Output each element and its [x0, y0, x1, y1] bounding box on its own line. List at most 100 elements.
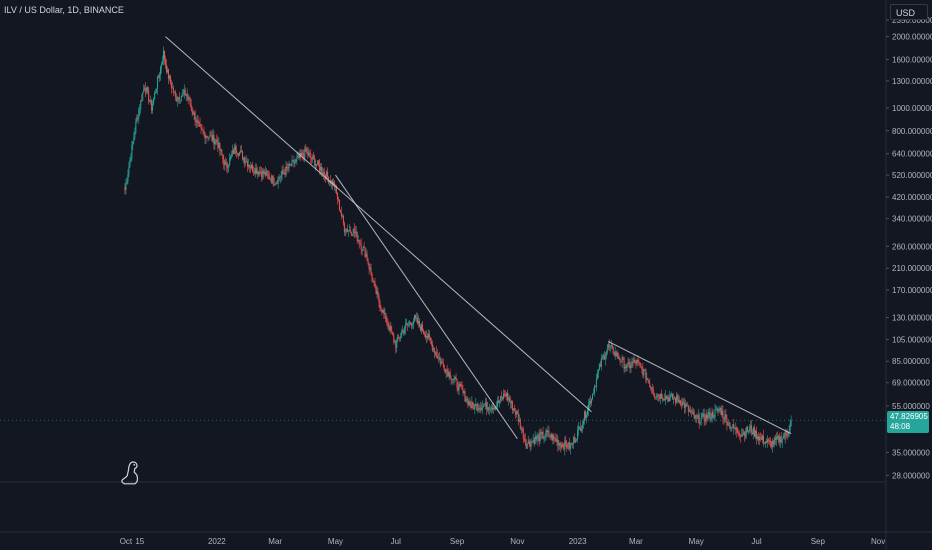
- candle-body: [730, 428, 732, 430]
- candle-body: [217, 142, 219, 149]
- candle: [601, 355, 603, 360]
- candle-body: [532, 439, 534, 442]
- candle-body: [195, 120, 197, 123]
- candle-body: [184, 90, 186, 96]
- candle: [350, 231, 352, 237]
- candle-body: [227, 167, 229, 169]
- candle: [635, 360, 637, 369]
- candle-body: [148, 90, 150, 102]
- candle-body: [145, 87, 147, 93]
- candle: [457, 382, 459, 394]
- candle-body: [487, 407, 489, 410]
- candle: [355, 226, 357, 238]
- time-axis[interactable]: Oct 15 2022 Mar May Jul Sep Nov 2023 Mar May Jul Sep…: [120, 537, 886, 546]
- candle-body: [212, 134, 214, 141]
- candle: [597, 368, 599, 378]
- candle: [153, 97, 155, 106]
- price-tick-label: 340.000000: [892, 215, 932, 224]
- candle-body: [315, 164, 317, 167]
- candle-body: [722, 410, 724, 418]
- candle-body: [276, 181, 278, 184]
- candle-body: [216, 140, 218, 143]
- candle: [688, 406, 690, 413]
- candle-body: [344, 231, 346, 233]
- candle: [289, 163, 291, 166]
- candle-body: [762, 435, 764, 444]
- trendline-drawings[interactable]: [165, 36, 792, 439]
- candle: [577, 425, 579, 443]
- candle: [379, 299, 381, 312]
- price-tick-label: 420.000000: [892, 193, 932, 202]
- dinosaur-icon[interactable]: [120, 460, 142, 486]
- candle-body: [558, 442, 560, 446]
- candle-body: [202, 129, 204, 132]
- candle-body: [468, 401, 470, 406]
- candle-body: [775, 436, 777, 441]
- candle: [405, 318, 407, 335]
- candle-body: [278, 177, 280, 179]
- candle-body: [790, 420, 792, 426]
- candle: [768, 437, 770, 446]
- candle: [154, 90, 156, 101]
- candle: [270, 173, 272, 185]
- candle: [607, 341, 609, 351]
- candle: [339, 209, 341, 213]
- candle-body: [540, 432, 542, 434]
- candle-body: [410, 322, 412, 324]
- candle: [214, 138, 216, 150]
- candle: [221, 148, 223, 156]
- candle-body: [235, 146, 237, 151]
- candle-body: [607, 344, 609, 349]
- candle: [727, 421, 729, 427]
- candle: [220, 148, 222, 156]
- price-axis[interactable]: 2350.000000 2000.000000 1600.000000 1300.00…: [886, 16, 932, 480]
- candle: [268, 171, 270, 180]
- candle: [218, 137, 220, 149]
- symbol-title: ILV / US Dollar, 1D, BINANCE: [4, 5, 124, 15]
- candle: [756, 426, 758, 445]
- candle: [510, 399, 512, 409]
- candle-body: [385, 313, 387, 323]
- candle-body: [333, 182, 335, 188]
- candle-body: [209, 135, 211, 138]
- candle-body: [488, 407, 490, 410]
- candle-body: [603, 355, 605, 360]
- candle-body: [419, 326, 421, 331]
- candle-body: [266, 171, 268, 174]
- candle: [505, 392, 507, 401]
- candle: [471, 396, 473, 409]
- candle: [436, 349, 438, 359]
- candle-body: [576, 439, 578, 440]
- candle: [234, 143, 236, 155]
- candle: [191, 106, 193, 117]
- candle: [624, 363, 626, 372]
- candle: [573, 436, 575, 450]
- candle: [630, 361, 632, 373]
- candle: [431, 340, 433, 352]
- candle: [472, 401, 474, 410]
- candle: [765, 438, 767, 444]
- candle: [487, 401, 489, 413]
- candle-body: [671, 394, 673, 395]
- currency-button[interactable]: USD: [890, 4, 928, 20]
- candle: [187, 93, 189, 105]
- candle: [680, 398, 682, 410]
- candle: [782, 432, 784, 440]
- candle: [288, 160, 290, 172]
- candle: [638, 358, 640, 366]
- candle: [613, 351, 615, 357]
- candle-body: [137, 117, 139, 119]
- candle-body: [429, 337, 431, 342]
- candle: [653, 386, 655, 397]
- candle-body: [239, 152, 241, 156]
- candle-body: [642, 368, 644, 376]
- candle-body: [437, 357, 439, 359]
- time-tick-label: May: [689, 537, 704, 546]
- candle-body: [745, 433, 747, 437]
- candle: [524, 433, 526, 446]
- candle: [659, 394, 661, 402]
- candle: [297, 151, 299, 158]
- candle-body: [734, 428, 736, 430]
- candle-body: [439, 358, 441, 364]
